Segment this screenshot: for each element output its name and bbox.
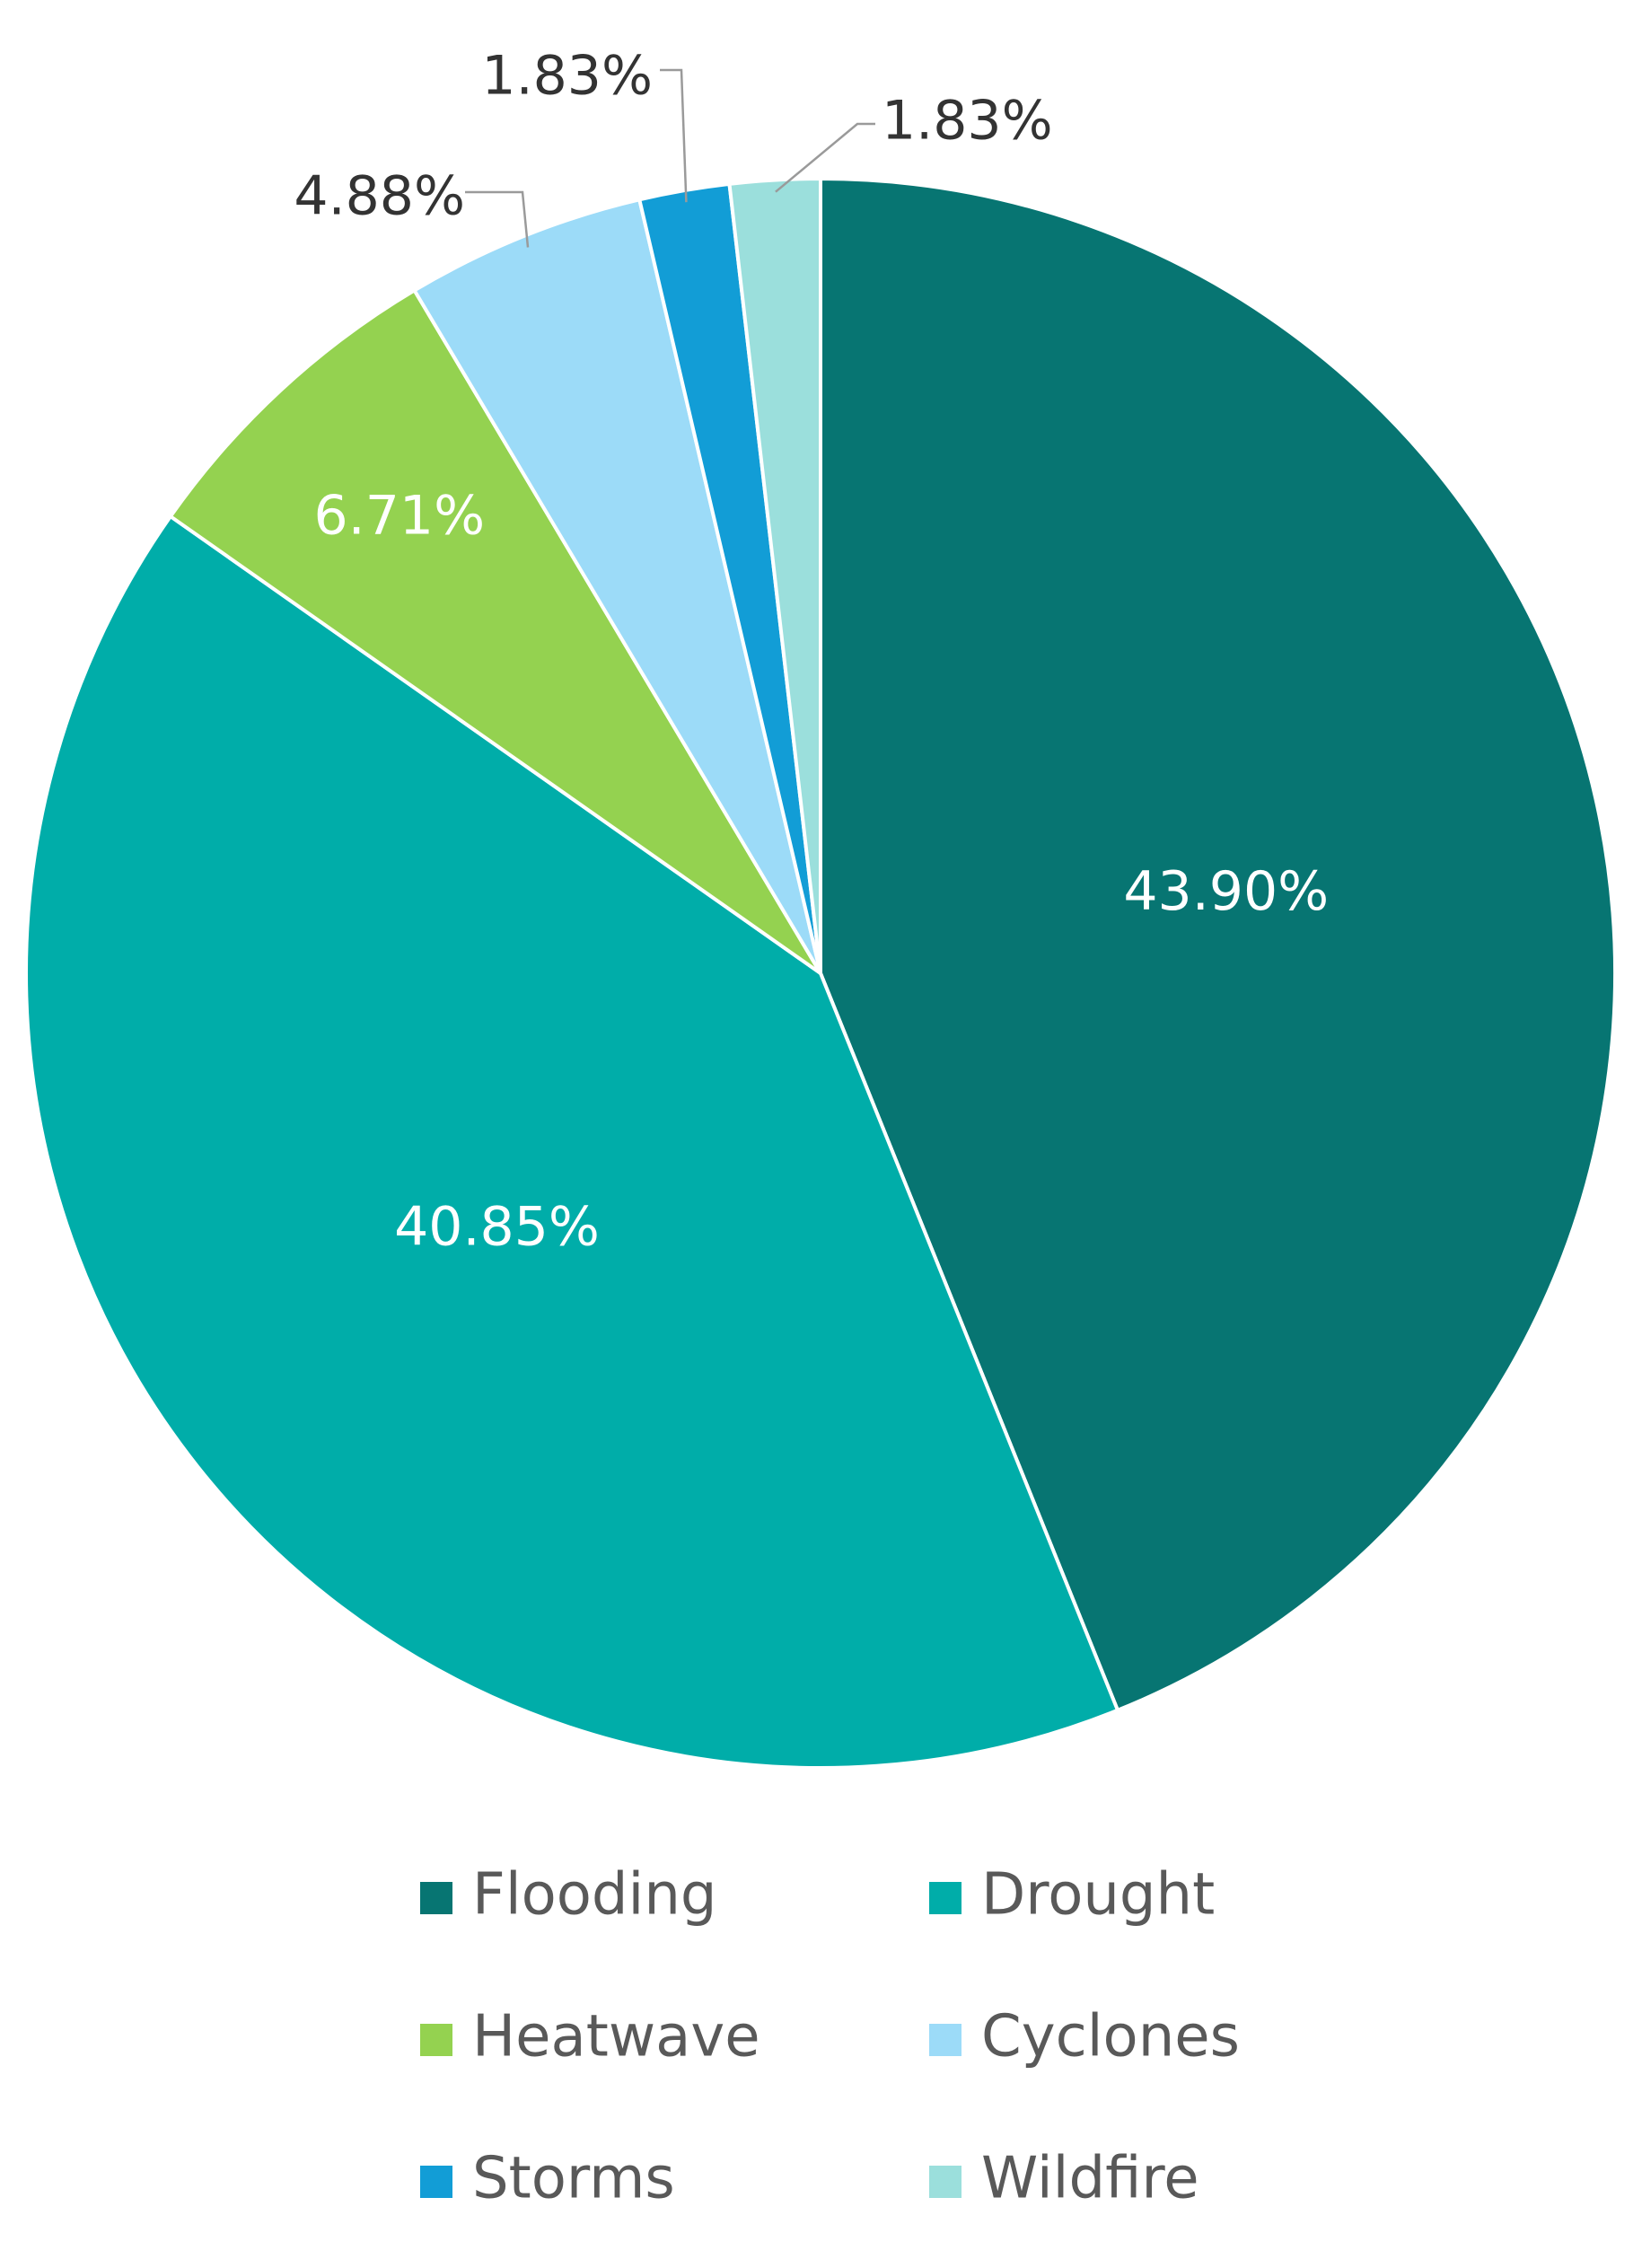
data-label-storms: 1.83%	[481, 45, 653, 108]
legend-label-wildfire: Wildfire	[981, 2146, 1199, 2212]
leader-line-storms	[660, 68, 688, 203]
legend-swatch-flooding	[420, 1882, 452, 1914]
legend-label-storms: Storms	[472, 2146, 675, 2212]
data-label-heatwave: 6.71%	[313, 484, 485, 547]
pie-slice-cyclones	[412, 198, 822, 975]
legend-label-heatwave: Heatwave	[472, 2004, 760, 2070]
data-label-flooding: 43.90%	[1123, 860, 1329, 923]
legend-item-drought: Drought	[929, 1862, 1215, 1929]
leader-line-wildfire	[775, 122, 875, 193]
legend-item-storms: Storms	[420, 2146, 675, 2212]
pie-slice-drought	[24, 514, 1120, 1770]
legend-label-flooding: Flooding	[472, 1862, 717, 1929]
pie-slice-wildfire	[727, 177, 822, 975]
legend-item-cyclones: Cyclones	[929, 2004, 1240, 2070]
legend-item-wildfire: Wildfire	[929, 2146, 1199, 2212]
legend-swatch-storms	[420, 2166, 452, 2198]
data-label-cyclones: 4.88%	[294, 165, 465, 228]
slice-labels: 43.90% 40.85% 6.71% 4.88% 1.83% 1.83%	[294, 45, 1329, 1259]
legend-swatch-cyclones	[929, 2024, 961, 2056]
legend-item-flooding: Flooding	[420, 1862, 717, 1929]
legend-swatch-heatwave	[420, 2024, 452, 2056]
pie-slice-flooding	[819, 177, 1617, 1712]
pie-slices	[24, 177, 1617, 1770]
legend-item-heatwave: Heatwave	[420, 2004, 760, 2070]
legend-swatch-wildfire	[929, 2166, 961, 2198]
legend-label-cyclones: Cyclones	[981, 2004, 1240, 2070]
leader-line-cyclones	[465, 190, 530, 248]
leader-lines	[465, 68, 875, 248]
legend-swatch-drought	[929, 1882, 961, 1914]
pie-slice-heatwave	[168, 288, 822, 975]
data-label-wildfire: 1.83%	[882, 90, 1053, 153]
data-label-drought: 40.85%	[394, 1196, 600, 1259]
legend: Flooding Drought Heatwave Cyclones Storms Wil…	[420, 1862, 1240, 2212]
legend-label-drought: Drought	[981, 1862, 1215, 1929]
